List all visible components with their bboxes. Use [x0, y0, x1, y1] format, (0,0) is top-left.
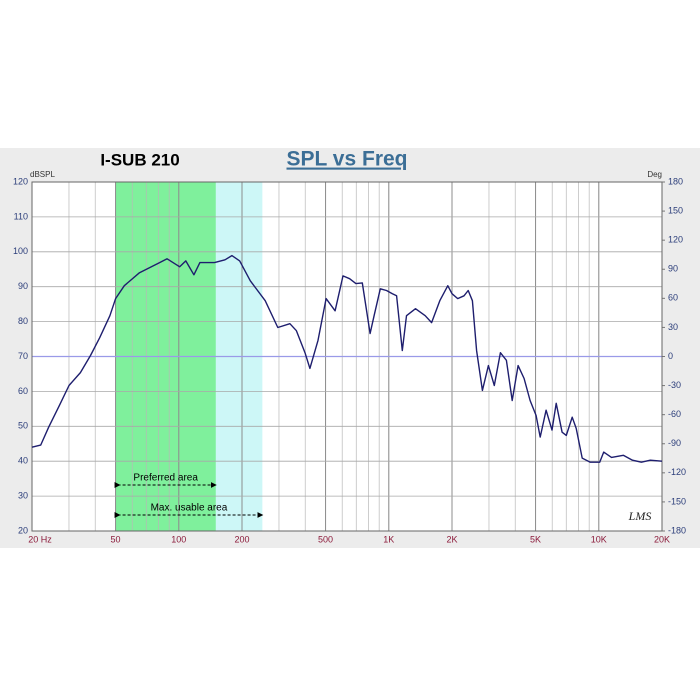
y2-tick-label: 30 [668, 322, 678, 332]
x-tick-label: 5K [530, 534, 541, 544]
y2-tick-label: 0 [668, 351, 673, 361]
x-tick-label: 20K [654, 534, 670, 544]
y2-tick-label: -180 [668, 525, 686, 535]
chart-subtitle: I-SUB 210 [100, 150, 179, 169]
y-tick-label: 50 [18, 421, 28, 431]
y2-tick-label: 120 [668, 235, 683, 245]
y-tick-label: 110 [14, 211, 28, 221]
y-tick-label: 40 [18, 456, 28, 466]
y-tick-label: 80 [18, 316, 28, 326]
y2-tick-label: 150 [668, 205, 683, 215]
y-tick-label: 120 [13, 176, 28, 186]
band-label: Preferred area [133, 473, 198, 484]
x-tick-label: 500 [318, 534, 333, 544]
x-tick-label: 50 [111, 534, 121, 544]
y-tick-label: 100 [13, 246, 28, 256]
plot-border [31, 181, 663, 532]
x-tick-label: 100 [171, 534, 186, 544]
y2-tick-label: -150 [668, 496, 686, 506]
x-tick-label: 200 [234, 534, 249, 544]
y2-tick-label: -30 [668, 380, 681, 390]
y2-tick-label: -60 [668, 409, 681, 419]
y2-tick-label: 90 [668, 264, 678, 274]
y-axis-label: dBSPL [30, 170, 55, 179]
series-line [31, 254, 663, 463]
logo: LMS [628, 509, 652, 523]
y2-tick-label: -120 [668, 467, 686, 477]
band-label: Max. usable area [151, 503, 228, 514]
x-tick-label: 1K [383, 534, 394, 544]
x-tick-label: 2K [446, 534, 457, 544]
y-tick-label: 70 [18, 351, 28, 361]
y-tick-label: 60 [18, 386, 28, 396]
y-tick-label: 20 [18, 525, 28, 535]
x-tick-label: 20 Hz [28, 534, 52, 544]
y2-tick-label: 180 [668, 176, 683, 186]
y2-tick-label: 60 [668, 293, 678, 303]
y-tick-label: 30 [18, 490, 28, 500]
x-tick-label: 10K [591, 534, 607, 544]
chart-title: SPL vs Freq [287, 148, 408, 171]
y2-axis-label: Deg [647, 170, 662, 179]
y2-tick-label: -90 [668, 438, 681, 448]
y-tick-label: 90 [18, 281, 28, 291]
